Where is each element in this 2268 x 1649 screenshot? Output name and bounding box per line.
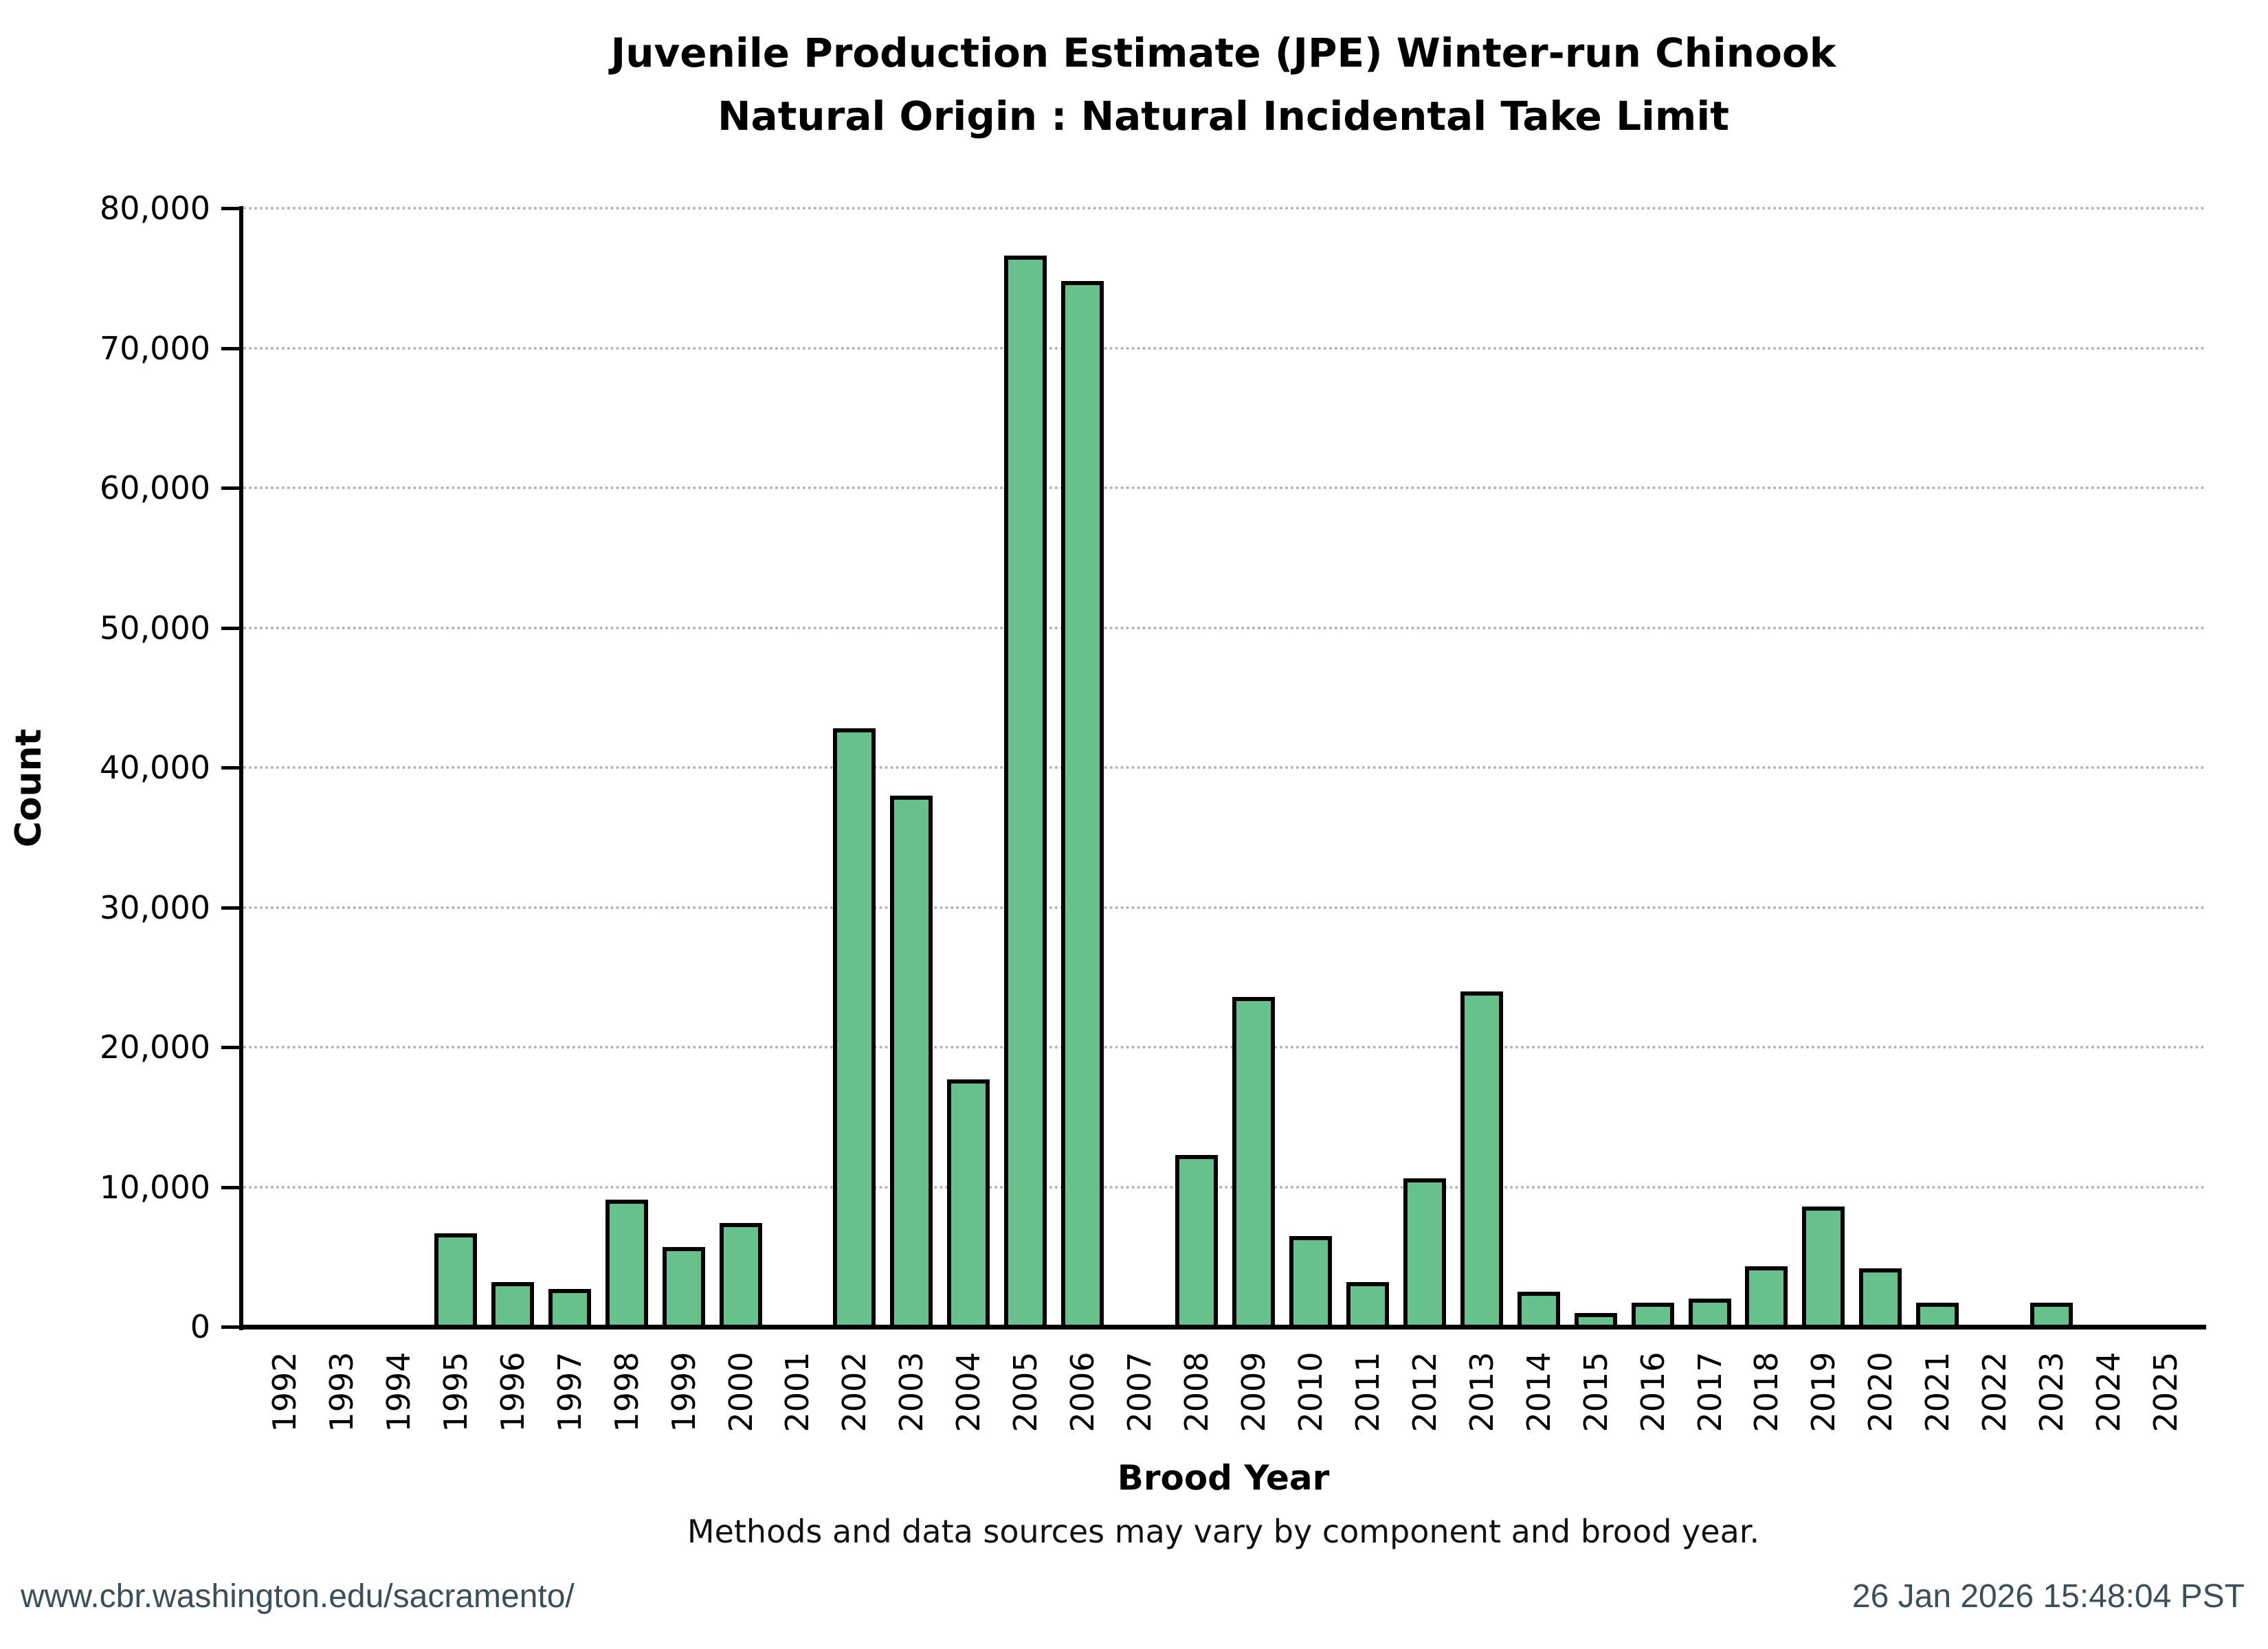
x-tick-label-1994: 1994 [379,1351,417,1433]
y-tick-label-20000: 20,000 [100,1029,210,1066]
x-tick-label-2011: 2011 [1348,1351,1386,1433]
bar-2014 [1517,1292,1560,1330]
y-tick-50000 [221,626,241,630]
gridline-50000 [243,626,2206,629]
x-tick-label-1999: 1999 [665,1351,702,1433]
y-tick-label-40000: 40,000 [100,749,210,786]
y-tick-60000 [221,486,241,490]
bar-2008 [1175,1154,1219,1330]
x-tick-label-2004: 2004 [950,1351,988,1433]
chart-title-line1: Juvenile Production Estimate (JPE) Winte… [610,30,1836,76]
x-tick-label-1997: 1997 [551,1351,588,1433]
x-tick-label-2019: 2019 [1805,1351,1843,1433]
y-tick-30000 [221,906,241,910]
bar-2019 [1802,1206,1845,1330]
x-tick-label-2009: 2009 [1234,1351,1272,1433]
x-tick-label-2022: 2022 [1976,1351,2014,1433]
gridline-10000 [243,1185,2206,1189]
x-tick-label-2016: 2016 [1634,1351,1671,1433]
x-tick-label-2013: 2013 [1463,1351,1500,1433]
x-tick-label-2017: 2017 [1691,1351,1728,1433]
y-tick-label-60000: 60,000 [100,469,210,506]
gridline-70000 [243,346,2206,350]
bar-2012 [1403,1178,1446,1330]
gridline-30000 [243,906,2206,909]
y-axis-title: Count [8,728,49,848]
bar-1998 [605,1199,648,1330]
bar-1996 [491,1281,534,1330]
x-tick-label-2008: 2008 [1178,1351,1216,1433]
x-axis-title: Brood Year [1117,1458,1330,1498]
bar-2018 [1745,1266,1788,1330]
x-tick-label-2007: 2007 [1121,1351,1159,1433]
x-tick-label-2001: 2001 [779,1351,816,1433]
source-url: www.cbr.washington.edu/sacramento/ [21,1578,575,1615]
y-tick-80000 [221,207,241,210]
x-tick-label-2010: 2010 [1291,1351,1329,1433]
y-tick-label-80000: 80,000 [100,190,210,227]
bar-2004 [947,1079,990,1330]
timestamp: 26 Jan 2026 15:48:04 PST [1852,1578,2245,1615]
x-tick-label-2018: 2018 [1748,1351,1786,1433]
bar-2002 [833,728,876,1330]
y-tick-40000 [221,766,241,770]
bar-2009 [1232,996,1275,1330]
x-tick-label-2025: 2025 [2147,1351,2185,1433]
x-tick-label-2003: 2003 [893,1351,931,1433]
y-tick-0 [221,1325,241,1329]
x-tick-label-1996: 1996 [493,1351,531,1433]
x-tick-label-2005: 2005 [1007,1351,1045,1433]
x-tick-label-2020: 2020 [1862,1351,1900,1433]
gridline-40000 [243,766,2206,769]
y-tick-label-10000: 10,000 [100,1168,210,1206]
bar-2011 [1346,1281,1389,1330]
bar-2010 [1289,1235,1332,1330]
x-tick-label-2006: 2006 [1064,1351,1102,1433]
y-tick-label-50000: 50,000 [100,609,210,647]
y-tick-10000 [221,1185,241,1189]
x-tick-label-2021: 2021 [1919,1351,1957,1433]
x-tick-label-1993: 1993 [322,1351,360,1433]
y-axis-line [239,206,243,1330]
gridline-60000 [243,486,2206,489]
chart-title-line2: Natural Origin : Natural Incidental Take… [718,93,1729,139]
y-tick-label-0: 0 [190,1308,210,1345]
footnote: Methods and data sources may vary by com… [687,1513,1760,1550]
x-tick-label-2012: 2012 [1405,1351,1443,1433]
gridline-80000 [243,207,2206,210]
bar-2003 [890,795,933,1330]
y-tick-label-70000: 70,000 [100,329,210,367]
gridline-20000 [243,1046,2206,1048]
bar-1999 [662,1247,705,1330]
y-tick-70000 [221,346,241,350]
x-axis-line [239,1325,2206,1330]
bar-2013 [1460,991,1503,1330]
y-tick-label-30000: 30,000 [100,888,210,926]
bar-2005 [1004,256,1047,1330]
bar-2000 [719,1223,762,1330]
x-tick-label-2014: 2014 [1520,1351,1557,1433]
bar-1997 [548,1289,591,1330]
x-tick-label-2023: 2023 [2033,1351,2071,1433]
bar-1995 [434,1233,477,1330]
x-tick-label-1998: 1998 [608,1351,645,1433]
bar-2006 [1061,280,1104,1330]
x-tick-label-2015: 2015 [1577,1351,1614,1433]
bar-2020 [1859,1268,1902,1330]
x-tick-label-2002: 2002 [836,1351,874,1433]
x-tick-label-2000: 2000 [722,1351,759,1433]
x-tick-label-1995: 1995 [436,1351,474,1433]
x-tick-label-2024: 2024 [2090,1351,2128,1433]
y-tick-20000 [221,1046,241,1049]
x-tick-label-1992: 1992 [266,1351,303,1433]
